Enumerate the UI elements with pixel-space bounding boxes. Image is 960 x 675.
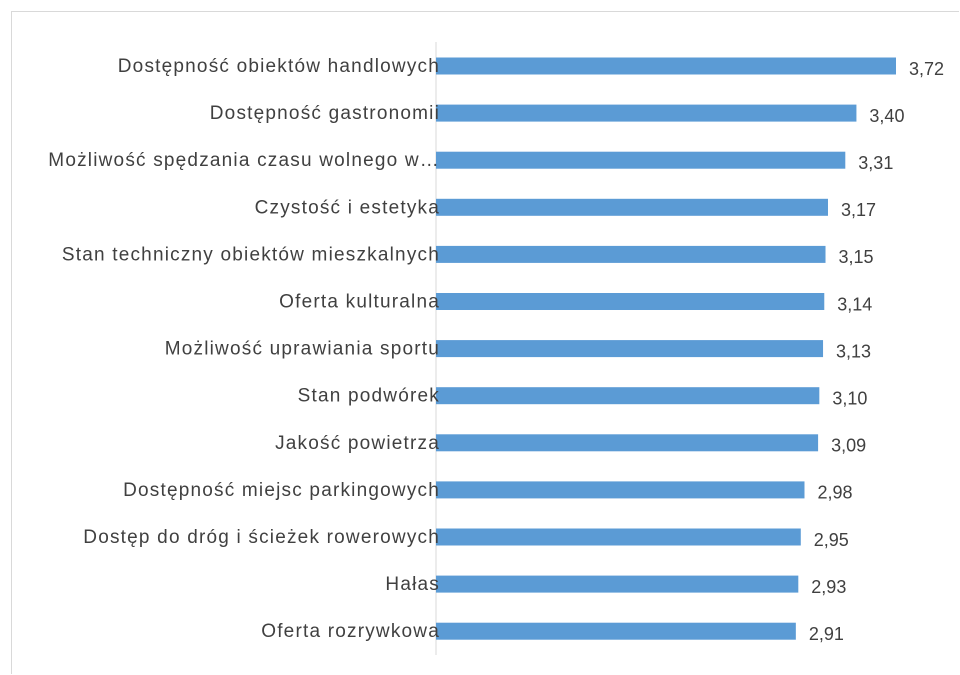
category-label-9: Jakość powietrza bbox=[275, 433, 440, 454]
bar-10 bbox=[436, 481, 805, 499]
bar-2 bbox=[436, 104, 857, 122]
category-label-6: Oferta kulturalna bbox=[279, 292, 440, 313]
category-label-7: Możliwość uprawiania sportu bbox=[165, 339, 440, 360]
category-label-2: Dostępność gastronomii bbox=[210, 103, 440, 124]
value-label-1: 3,72 bbox=[909, 59, 944, 79]
category-label-1: Dostępność obiektów handlowych bbox=[118, 56, 440, 77]
bar-6 bbox=[436, 293, 825, 310]
value-label-3: 3,31 bbox=[858, 153, 893, 173]
bar-7 bbox=[436, 340, 824, 358]
value-label-8: 3,10 bbox=[832, 388, 867, 408]
chart-frame bbox=[11, 11, 959, 674]
bar-4 bbox=[436, 198, 828, 216]
category-label-13: Oferta rozrywkowa bbox=[261, 621, 440, 642]
category-label-8: Stan podwórek bbox=[298, 386, 440, 407]
bar-1 bbox=[436, 57, 896, 75]
value-label-9: 3,09 bbox=[831, 436, 866, 456]
bars-group bbox=[436, 57, 896, 640]
bar-5 bbox=[436, 245, 826, 263]
bar-9 bbox=[436, 434, 819, 452]
category-label-10: Dostępność miejsc parkingowych bbox=[123, 480, 440, 501]
bar-3 bbox=[436, 151, 846, 169]
category-label-4: Czystość i estetyka bbox=[255, 197, 440, 218]
value-label-13: 2,91 bbox=[809, 624, 844, 644]
value-label-2: 3,40 bbox=[869, 106, 904, 126]
value-label-11: 2,95 bbox=[814, 530, 849, 550]
category-label-5: Stan techniczny obiektów mieszkalnych bbox=[62, 244, 440, 265]
value-label-6: 3,14 bbox=[837, 294, 872, 314]
value-label-5: 3,15 bbox=[839, 247, 874, 267]
value-label-10: 2,98 bbox=[817, 483, 852, 503]
value-label-7: 3,13 bbox=[836, 341, 871, 361]
category-label-11: Dostęp do dróg i ścieżek rowerowych bbox=[83, 527, 440, 548]
value-label-4: 3,17 bbox=[841, 200, 876, 220]
bar-11 bbox=[436, 528, 801, 546]
bar-12 bbox=[436, 575, 799, 593]
category-label-12: Hałas bbox=[385, 574, 440, 595]
category-labels-group: Dostępność obiektów handlowych Dostępność… bbox=[48, 56, 440, 642]
bar-8 bbox=[436, 387, 820, 405]
bar-13 bbox=[436, 622, 796, 640]
category-label-3: Możliwość spędzania czasu wolnego w… bbox=[48, 150, 440, 171]
value-label-12: 2,93 bbox=[811, 577, 846, 597]
value-labels-group: 3,72 3,40 3,31 3,17 3,15 3,14 3,13 3,10 3,09 2,98… bbox=[809, 59, 944, 644]
